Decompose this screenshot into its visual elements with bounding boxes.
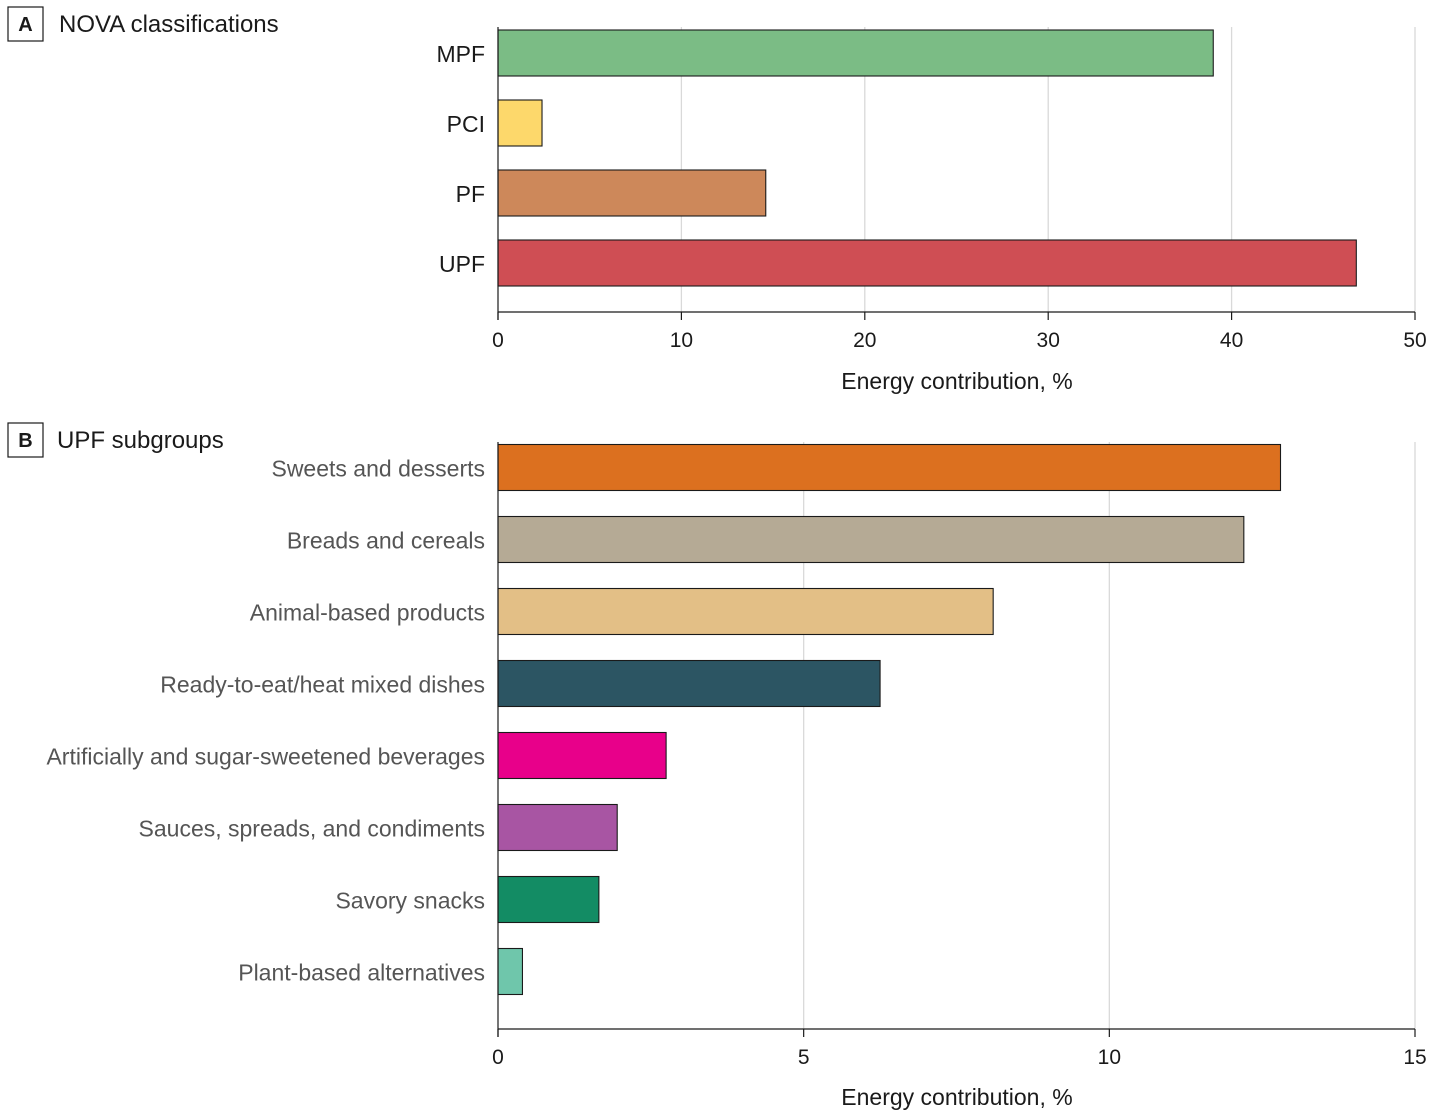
bar-sweets-and-desserts [497, 443, 1282, 492]
x-tick-label-40: 40 [1220, 329, 1243, 352]
x-tick-label-30: 30 [1037, 329, 1060, 352]
panel-a-bars [497, 29, 1357, 287]
bar-breads-and-cereals [497, 515, 1245, 564]
bar-pci [497, 99, 543, 147]
panel-a-x-axis: 0 10 20 30 40 50 [492, 27, 1427, 352]
panel-b-letter: B [18, 430, 32, 452]
panel-a-letter-box [7, 6, 44, 42]
category-label-savory-snacks: Savory snacks [335, 888, 485, 914]
x-tick-label-0: 0 [492, 1046, 504, 1069]
panel-a-x-axis-title: Energy contribution, % [841, 368, 1072, 394]
bar-artificially-and-sugar-sweetened-beverages [497, 731, 667, 780]
panel-b-category-labels: Sweets and desserts Breads and cereals Ani… [46, 456, 485, 986]
panel-a-letter: A [18, 14, 32, 36]
x-tick-label-20: 20 [853, 329, 876, 352]
bar-mpf [497, 29, 1214, 77]
category-label-ready-to-eat-heat-mixed-dishes: Ready-to-eat/heat mixed dishes [160, 672, 485, 698]
category-label-plant-based-alternatives: Plant-based alternatives [238, 960, 485, 986]
category-label-mpf: MPF [436, 41, 485, 67]
bar-upf [497, 239, 1357, 287]
bar-savory-snacks [497, 875, 600, 924]
panel-b: B UPF subgroups Sweets and desserts Bread… [7, 422, 1427, 1110]
category-label-sweets-and-desserts: Sweets and desserts [271, 456, 485, 482]
panel-a-category-labels: MPF PCI PF UPF [436, 41, 485, 277]
x-tick-label-10: 10 [670, 329, 693, 352]
x-tick-label-5: 5 [798, 1046, 810, 1069]
panel-b-x-axis-title: Energy contribution, % [841, 1084, 1072, 1110]
x-tick-label-0: 0 [492, 329, 504, 352]
bar-sauces-spreads-and-condiments [497, 803, 618, 852]
category-label-pf: PF [456, 181, 485, 207]
bar-plant-based-alternatives [497, 947, 524, 996]
category-label-breads-and-cereals: Breads and cereals [287, 528, 485, 554]
bar-pf [497, 169, 767, 217]
bar-animal-based-products [497, 587, 994, 636]
panel-b-title: UPF subgroups [57, 427, 224, 454]
panel-a-title: NOVA classifications [59, 11, 279, 38]
panel-b-x-axis: 0 5 10 15 [492, 442, 1427, 1069]
category-label-pci: PCI [447, 111, 485, 137]
category-label-upf: UPF [439, 251, 485, 277]
category-label-animal-based-products: Animal-based products [250, 600, 485, 626]
category-label-artificially-and-sugar-sweetened-beverages: Artificially and sugar-sweetened beverag… [46, 744, 485, 770]
panel-b-letter-box [7, 422, 44, 458]
panel-a: A NOVA classifications MPF PCI PF UPF 0 10 20… [7, 6, 1427, 394]
x-tick-label-50: 50 [1403, 329, 1426, 352]
category-label-sauces-spreads-and-condiments: Sauces, spreads, and condiments [139, 816, 485, 842]
x-tick-label-15: 15 [1403, 1046, 1426, 1069]
bar-ready-to-eat-heat-mixed-dishes [497, 659, 881, 708]
panel-b-bars [497, 443, 1282, 996]
x-tick-label-10: 10 [1098, 1046, 1121, 1069]
